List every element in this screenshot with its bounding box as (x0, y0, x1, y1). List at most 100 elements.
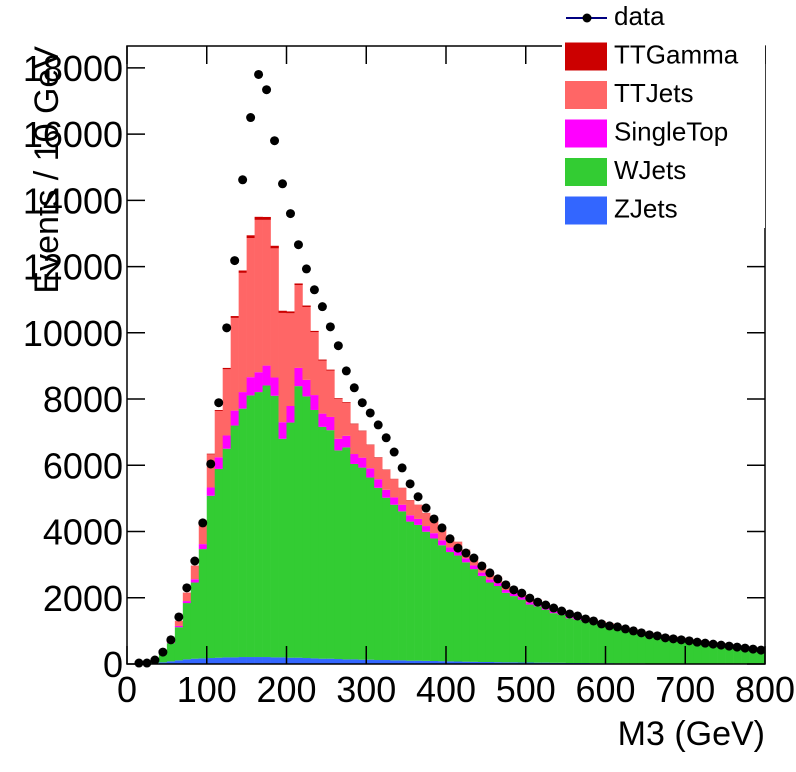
data-point (198, 518, 208, 528)
histogram-segment (414, 660, 423, 664)
data-point (397, 463, 407, 473)
histogram-segment (422, 660, 431, 664)
x-tick-label: 300 (336, 669, 396, 710)
histogram-segment (453, 661, 463, 664)
histogram-segment (302, 306, 311, 380)
histogram-segment (685, 640, 694, 664)
histogram-segment (390, 504, 399, 661)
histogram-segment (174, 627, 184, 661)
x-tick-label: 200 (256, 669, 316, 710)
data-point (700, 638, 710, 648)
histogram-segment (350, 454, 359, 464)
histogram-segment (286, 313, 295, 407)
data-point (748, 644, 758, 654)
histogram-segment (565, 618, 574, 664)
data-point (501, 580, 511, 590)
y-tick-label: 14000 (23, 180, 123, 221)
histogram-segment (390, 660, 399, 664)
histogram-segment (326, 369, 335, 371)
data-point (740, 643, 750, 653)
histogram-segment (398, 660, 407, 664)
histogram-segment (238, 392, 247, 409)
histogram-segment (246, 377, 255, 396)
legend-swatch (565, 158, 607, 186)
histogram-segment (469, 569, 479, 662)
data-point (381, 433, 391, 443)
histogram-segment (701, 642, 710, 664)
histogram-segment (477, 572, 487, 576)
histogram-segment (366, 468, 375, 478)
histogram-segment (382, 469, 391, 490)
histogram-segment (637, 633, 646, 664)
data-point (636, 628, 646, 638)
histogram-segment (469, 661, 479, 664)
histogram-segment (230, 425, 239, 658)
histogram-segment (350, 659, 359, 664)
data-point (222, 323, 232, 333)
data-point (373, 420, 383, 430)
data-point (493, 574, 503, 584)
histogram-segment (326, 416, 335, 431)
histogram-segment (238, 657, 247, 664)
data-point (453, 543, 463, 553)
data-point (349, 383, 359, 393)
histogram-segment (286, 422, 295, 658)
histogram-segment (206, 658, 216, 664)
histogram-segment (254, 657, 263, 664)
y-tick-label: 0 (103, 644, 123, 685)
data-point (166, 635, 176, 645)
legend-label: TTJets (614, 78, 693, 108)
histogram-segment (390, 479, 399, 498)
data-point (692, 637, 702, 647)
histogram-segment (422, 513, 431, 527)
histogram-segment (294, 386, 303, 658)
histogram-segment (693, 641, 702, 664)
histogram-segment (270, 657, 279, 664)
data-point (429, 514, 439, 524)
histogram-segment (573, 619, 582, 664)
histogram-segment (206, 487, 216, 496)
histogram-segment (334, 438, 343, 451)
histogram-segment (302, 658, 311, 664)
x-tick-label: 500 (496, 669, 556, 710)
histogram-segment (190, 582, 200, 659)
histogram-segment (158, 654, 168, 663)
data-point (644, 630, 654, 640)
histogram-segment (278, 438, 287, 658)
histogram-segment (741, 647, 750, 664)
histogram-segment (206, 454, 216, 488)
histogram-segment (198, 658, 208, 664)
histogram-segment (374, 457, 383, 480)
legend-label: WJets (614, 155, 686, 185)
histogram-segment (461, 558, 471, 563)
data-point (301, 264, 311, 274)
histogram-segment (541, 609, 550, 663)
data-point (612, 622, 622, 632)
data-point (182, 583, 192, 593)
histogram-segment (286, 657, 295, 664)
legend-swatch (565, 119, 607, 148)
histogram-segment (709, 643, 718, 664)
data-point (238, 175, 248, 185)
data-point (573, 611, 583, 621)
histogram-segment (414, 518, 423, 525)
data-point (246, 113, 256, 123)
histogram-segment (246, 395, 255, 658)
histogram-segment (733, 646, 742, 664)
data-point (341, 366, 351, 376)
histogram-segment (254, 372, 263, 393)
histogram-segment (262, 657, 271, 664)
histogram-segment (310, 409, 319, 659)
histogram-segment (501, 662, 511, 664)
histogram-segment (318, 413, 327, 427)
histogram-segment (669, 638, 678, 664)
legend-box (562, 0, 765, 228)
histogram-segment (318, 426, 327, 659)
histogram-segment (725, 645, 734, 664)
histogram-segment (430, 521, 439, 534)
histogram-segment (246, 235, 255, 239)
histogram-segment (517, 597, 527, 600)
histogram-segment (198, 549, 208, 659)
histogram-segment (318, 360, 327, 414)
histogram-segment (557, 614, 566, 663)
